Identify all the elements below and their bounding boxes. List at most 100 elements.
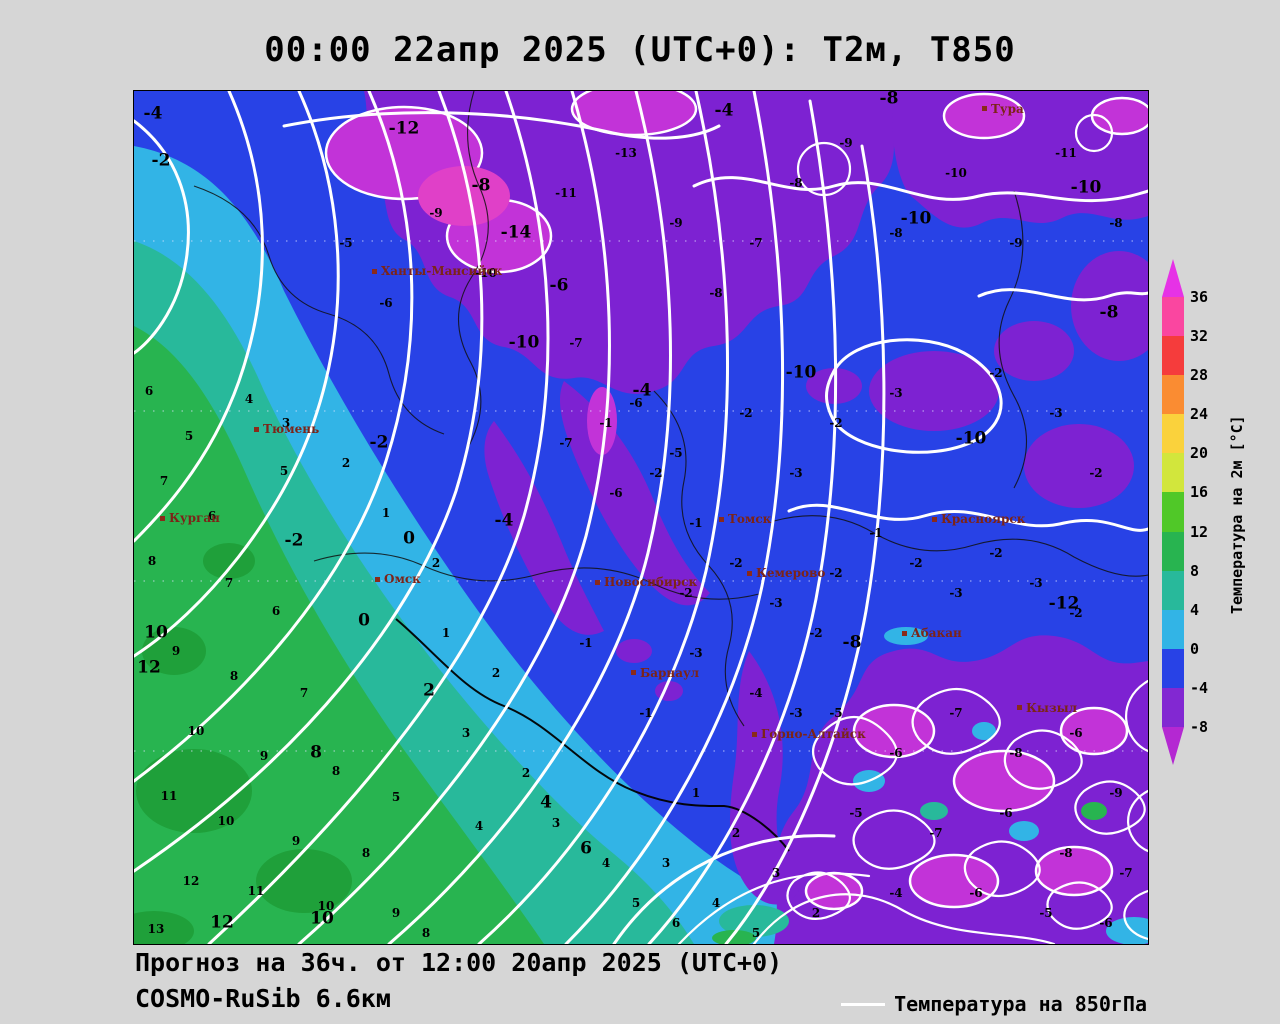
contour-label: 10	[144, 622, 168, 643]
city-label: Кызыл	[1017, 702, 1077, 714]
colorbar-segment	[1162, 453, 1184, 493]
map-grid-value: 3	[281, 416, 291, 430]
map-grid-value: 2	[521, 766, 531, 780]
map-grid-value: -2	[829, 566, 843, 580]
contour-label: 0	[403, 528, 415, 549]
map-grid-value: -7	[1119, 866, 1133, 880]
colorbar-tick: 4	[1190, 600, 1200, 619]
city-name: Барнаул	[640, 665, 700, 680]
colorbar-segment	[1162, 687, 1184, 728]
city-marker-icon	[902, 630, 907, 636]
map-grid-value: -3	[789, 705, 803, 720]
map-grid-value: 2	[491, 665, 501, 680]
map-grid-value: -2	[809, 626, 823, 640]
map-grid-value: -3	[1029, 576, 1043, 590]
contour-label: -10	[1070, 177, 1102, 198]
contour-label: -2	[151, 150, 171, 171]
map-grid-value: 2	[431, 556, 441, 570]
contour-label: 6	[580, 838, 592, 859]
city-label: Красноярск	[932, 513, 1025, 525]
map-grid-value: 7	[224, 576, 234, 590]
city-marker-icon	[631, 670, 636, 676]
colorbar-segment	[1162, 492, 1184, 532]
contour-label: -4	[714, 100, 734, 121]
map-grid-value: 1	[691, 786, 701, 800]
map-grid-value: -2	[649, 466, 663, 480]
map-grid-value: -9	[1009, 235, 1023, 250]
map-grid-value: 3	[771, 866, 781, 880]
map-grid-value: -5	[339, 235, 353, 250]
contour-label: -8	[879, 88, 899, 109]
colorbar-segment	[1162, 336, 1184, 376]
map-grid-value: 4	[601, 856, 611, 870]
map-grid-value: -6	[1069, 726, 1083, 740]
map-grid-value: -3	[949, 586, 963, 600]
forecast-info-line: Прогноз на 36ч. от 12:00 20апр 2025 (UTC…	[135, 948, 783, 977]
city-label: Барнаул	[631, 667, 699, 679]
contour-label: -4	[143, 103, 163, 124]
colorbar-segment	[1162, 609, 1184, 649]
map-grid-value: -3	[689, 645, 703, 660]
map-grid-value: 10	[187, 723, 205, 738]
contour-label: -14	[500, 222, 532, 243]
city-name: Красноярск	[941, 512, 1026, 526]
map-label-overlay: 6 5 7 6 8 7 6 9 8 7 10 9 8 11 10 9 8 12 11 10 9 13 8 4 5 3 2 1 2 1 2 3 2…	[134, 88, 1148, 944]
city-marker-icon	[1017, 705, 1022, 711]
contour-label: -2	[284, 530, 304, 551]
colorbar-tick: 8	[1190, 561, 1200, 580]
city-name: Тюмень	[263, 422, 320, 436]
colorbar-tick: 32	[1190, 327, 1209, 346]
map-grid-value: 9	[391, 906, 401, 920]
map-grid-value: -5	[669, 446, 683, 460]
map-grid-value: -9	[669, 216, 683, 230]
map-grid-value: -8	[789, 176, 803, 190]
map-grid-value: -5	[1039, 906, 1053, 920]
map-grid-value: -8	[709, 286, 723, 300]
map-grid-value: 9	[259, 749, 269, 763]
city-marker-icon	[595, 579, 600, 585]
map-grid-value: 7	[159, 474, 169, 488]
map-grid-value: 6	[144, 383, 154, 398]
city-label: Новосибирск	[595, 576, 697, 588]
map-grid-value: -2	[989, 365, 1003, 380]
map-grid-value: -8	[1059, 846, 1073, 860]
contour-label: 10	[310, 908, 334, 929]
forecast-map: 6 5 7 6 8 7 6 9 8 7 10 9 8 11 10 9 8 12 11 10 9 13 8 4 5 3 2 1 2 1 2 3 2…	[133, 90, 1149, 945]
map-grid-value: -1	[599, 416, 613, 430]
colorbar-tick: 24	[1190, 405, 1209, 424]
map-grid-value: 5	[391, 790, 401, 804]
map-grid-value: -10	[475, 266, 497, 280]
map-grid-value: -2	[1069, 606, 1083, 620]
map-grid-value: -1	[869, 526, 883, 540]
map-grid-value: 4	[711, 896, 721, 910]
map-grid-value: -7	[569, 336, 583, 350]
map-grid-value: -7	[949, 705, 963, 720]
map-grid-value: -1	[579, 636, 593, 650]
map-grid-value: -9	[1109, 786, 1123, 800]
contour-label: -8	[471, 175, 491, 196]
map-grid-value: 5	[631, 896, 641, 910]
city-name: Омск	[384, 572, 421, 586]
map-grid-value: -7	[749, 235, 763, 250]
map-grid-value: 6	[271, 604, 281, 618]
colorbar-tick: -8	[1190, 718, 1209, 736]
map-grid-value: 5	[279, 464, 289, 478]
contour-label: -8	[1099, 302, 1119, 323]
contour-label: 2	[423, 680, 435, 701]
temperature-field	[134, 91, 1148, 944]
map-grid-value: 11	[160, 789, 178, 803]
colorbar-ticks: 36 32 28 24 20 16 12 8 4 0 -4 -8	[1190, 259, 1230, 765]
map-grid-value: 5	[751, 926, 761, 940]
map-grid-value: -6	[1099, 916, 1113, 930]
city-label: Горно-Алтайск	[752, 728, 866, 740]
city-marker-icon	[254, 426, 259, 432]
city-name: Кызыл	[1026, 700, 1078, 715]
city-marker-icon	[375, 576, 380, 582]
map-grid-value: -9	[839, 136, 853, 150]
map-grid-value: -3	[789, 466, 803, 480]
colorbar-tick: 16	[1190, 483, 1209, 502]
map-grid-value: 9	[171, 643, 181, 658]
contour-label: -2	[369, 432, 389, 453]
map-grid-value: -5	[849, 806, 863, 820]
page-title: 00:00 22апр 2025 (UTC+0): Т2м, Т850	[264, 30, 1016, 70]
